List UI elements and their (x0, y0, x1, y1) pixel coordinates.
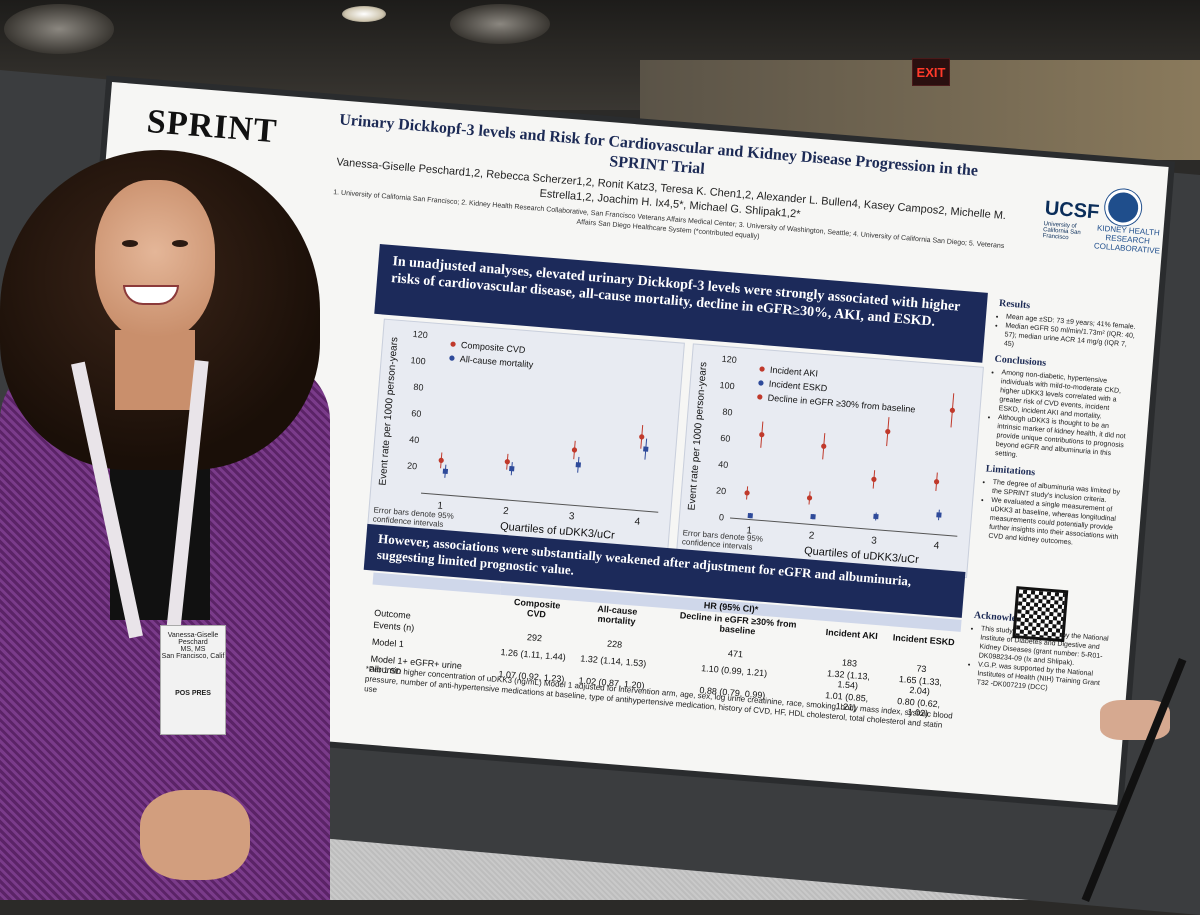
badge-place: San Francisco, Calif (161, 653, 225, 660)
data-point (934, 479, 940, 485)
y-tick-label: 80 (413, 382, 424, 393)
badge-tag: POS PRES (161, 690, 225, 697)
x-tick-label: 3 (568, 511, 575, 522)
legend-marker (449, 355, 455, 361)
legend-label: Decline in eGFR ≥30% from baseline (767, 393, 915, 415)
y-tick-label: 0 (719, 512, 725, 522)
y-tick-label: 60 (720, 433, 731, 444)
legend-marker (757, 394, 763, 400)
khrc-logo-icon (1104, 188, 1143, 227)
sprint-logo: SPRINT (145, 103, 278, 151)
right-eye (172, 240, 188, 247)
neck (115, 330, 195, 410)
y-tick-label: 20 (716, 485, 727, 496)
data-point (873, 514, 878, 519)
ceiling-vent (450, 4, 550, 44)
x-tick-label: 3 (871, 535, 878, 546)
y-tick-label: 40 (409, 434, 420, 445)
y-axis-label: Event rate per 1000 person-years (687, 361, 710, 510)
khrc-logo-text: KIDNEY HEALTH RESEARCH COLLABORATIVE (1092, 223, 1164, 256)
data-point (639, 434, 645, 440)
data-point (759, 432, 765, 438)
face (95, 180, 215, 340)
data-point (936, 512, 941, 517)
x-tick-label: 2 (503, 506, 510, 517)
y-tick-label: 20 (407, 461, 418, 472)
ceiling-vent (4, 4, 114, 54)
name-badge: Vanessa-Giselle Peschard MS, MS San Fran… (160, 625, 226, 735)
y-tick-label: 100 (719, 380, 735, 391)
hands (140, 790, 250, 880)
legend-label: All-cause mortality (460, 354, 535, 370)
x-axis (730, 518, 957, 536)
legend-label: Incident AKI (770, 365, 819, 379)
legend-marker (450, 341, 456, 347)
data-point (810, 514, 815, 519)
data-point (505, 459, 511, 465)
y-tick-label: 100 (410, 355, 426, 366)
data-point (509, 466, 514, 471)
y-tick-label: 80 (722, 407, 733, 418)
x-tick-label: 2 (808, 530, 815, 541)
conclusions-item: Although uDKK3 is thought to be an intri… (995, 413, 1130, 468)
y-tick-label: 120 (412, 329, 428, 340)
badge-name: Vanessa-Giselle Peschard (161, 632, 225, 646)
data-point (748, 513, 753, 518)
y-tick-label: 120 (721, 354, 737, 365)
y-tick-label: 60 (411, 408, 422, 419)
legend-marker (759, 366, 765, 372)
data-point (807, 495, 813, 501)
x-axis (421, 493, 658, 512)
data-point (643, 446, 648, 451)
data-point (885, 429, 891, 435)
data-point (576, 462, 581, 467)
legend-label: Incident ESKD (769, 379, 829, 394)
data-point (572, 447, 578, 453)
legend-label: Composite CVD (461, 340, 527, 355)
y-axis-label: Event rate per 1000 person-years (378, 337, 401, 486)
x-tick-label: 4 (634, 516, 641, 527)
data-point (871, 477, 877, 483)
qr-code (1012, 586, 1068, 642)
ucsf-logo: UCSF (1044, 197, 1100, 224)
left-eye (122, 240, 138, 247)
badge-degree: MS, MS (161, 646, 225, 653)
exit-sign: EXIT (912, 58, 950, 86)
x-tick-label: 4 (933, 540, 940, 551)
ceiling-light (342, 6, 386, 22)
data-point (950, 408, 956, 414)
data-point (744, 490, 750, 496)
data-point (821, 443, 827, 449)
data-point (443, 469, 448, 474)
y-tick-label: 40 (718, 459, 729, 470)
data-point (438, 458, 444, 464)
legend-marker (758, 380, 764, 386)
